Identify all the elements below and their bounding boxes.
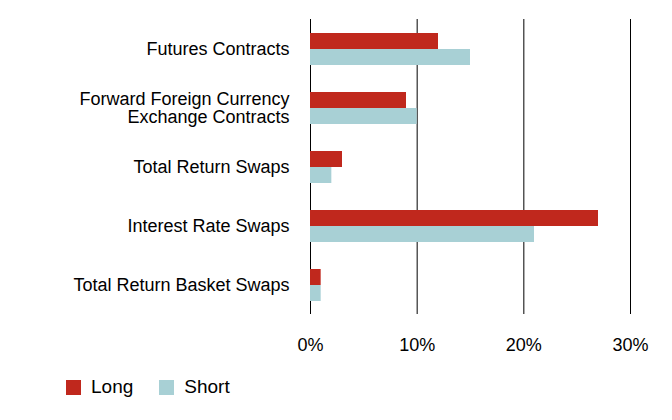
svg-text:30%: 30% xyxy=(612,335,648,355)
svg-text:Interest Rate Swaps: Interest Rate Swaps xyxy=(127,216,289,236)
html-text:Long: Long xyxy=(91,376,134,397)
svg-text:20%: 20% xyxy=(506,335,542,355)
svg-text:0%: 0% xyxy=(297,335,323,355)
html-text:Short: Short xyxy=(184,376,230,397)
svg-text:Forward Foreign CurrencyExchan: Forward Foreign CurrencyExchange Contrac… xyxy=(79,89,289,127)
svg-text:Futures Contracts: Futures Contracts xyxy=(146,39,289,59)
svg-text:Total Return Swaps: Total Return Swaps xyxy=(133,157,289,177)
svg-text:Total Return Basket Swaps: Total Return Basket Swaps xyxy=(73,275,289,295)
svg-text:10%: 10% xyxy=(399,335,435,355)
